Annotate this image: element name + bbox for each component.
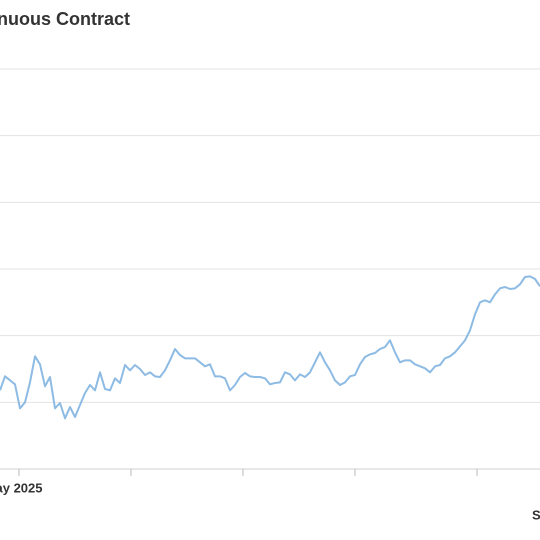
chart-title: nuous Contract [0, 9, 130, 29]
corner-text: S [532, 507, 540, 522]
line [0, 275, 540, 420]
x-tick-label: ay 2025 [0, 480, 43, 495]
